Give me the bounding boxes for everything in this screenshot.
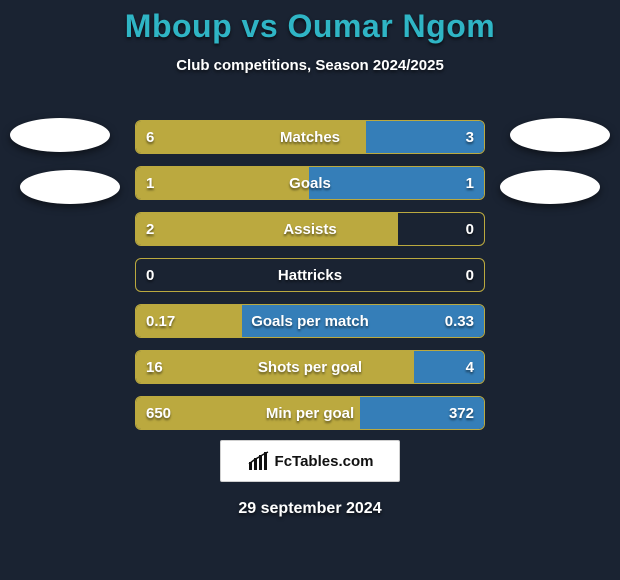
brand-badge: FcTables.com <box>220 440 400 482</box>
stat-bar-right <box>366 121 484 153</box>
stat-row: 650372Min per goal <box>135 396 485 430</box>
page-subtitle: Club competitions, Season 2024/2025 <box>0 57 620 74</box>
stat-label: Hattricks <box>136 259 484 291</box>
stat-row: 63Matches <box>135 120 485 154</box>
stat-row: 164Shots per goal <box>135 350 485 384</box>
stat-value-right: 0 <box>466 213 474 245</box>
stat-bar-left <box>136 305 244 337</box>
stat-bar-left <box>136 397 362 429</box>
stat-row: 20Assists <box>135 212 485 246</box>
stat-bar-right <box>360 397 484 429</box>
stat-bar-left <box>136 121 368 153</box>
stat-row: 0 0Hattricks <box>135 258 485 292</box>
brand-text: FcTables.com <box>275 453 374 470</box>
stats-comparison: 63Matches11Goals20Assists00Hattricks0.17… <box>135 120 485 442</box>
stat-bar-left <box>136 167 311 199</box>
date-text: 29 september 2024 <box>0 500 620 518</box>
stat-value-right: 0 <box>466 259 474 291</box>
brand-chart-icon <box>247 450 269 472</box>
player2-photo-placeholder <box>510 118 610 152</box>
stat-bar-left <box>136 213 398 245</box>
stat-bar-right <box>309 167 484 199</box>
stat-bar-right <box>414 351 484 383</box>
stat-row: 11Goals <box>135 166 485 200</box>
stat-bar-left <box>136 351 416 383</box>
stat-value-left: 0 <box>146 259 154 291</box>
stat-row: 0.170.33Goals per match <box>135 304 485 338</box>
stat-bar-right <box>242 305 484 337</box>
page-title: Mboup vs Oumar Ngom <box>0 8 620 45</box>
player1-photo-placeholder <box>10 118 110 152</box>
player1-logo-placeholder <box>20 170 120 204</box>
player2-logo-placeholder <box>500 170 600 204</box>
